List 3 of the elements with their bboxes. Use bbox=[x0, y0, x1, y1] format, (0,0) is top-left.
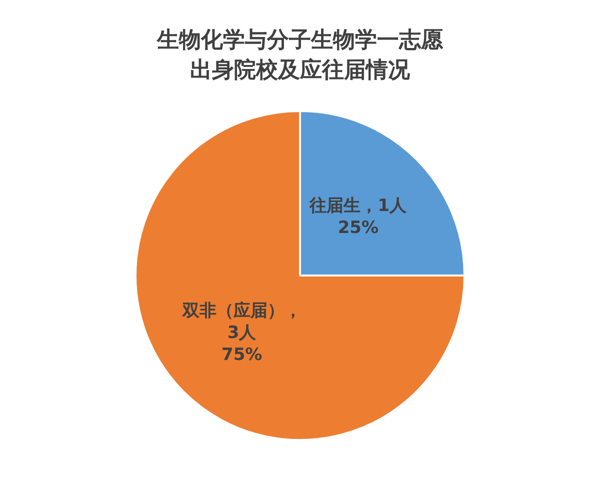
slice-label: 往届生，1人 25% bbox=[308, 196, 408, 238]
slice-label: 双非（应届）， 3人 75% bbox=[181, 301, 302, 366]
chart-title: 生物化学与分子生物学一志愿出身院校及应往届情况 bbox=[156, 27, 444, 85]
